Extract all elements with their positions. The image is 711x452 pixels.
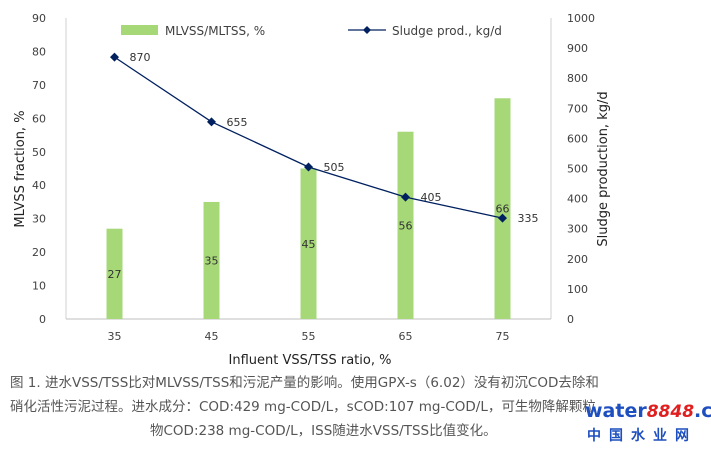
bar-data-label: 45 bbox=[302, 238, 316, 251]
left-tick-label: 10 bbox=[32, 280, 46, 293]
bar-series bbox=[106, 98, 511, 320]
diamond-marker bbox=[498, 213, 507, 223]
caption-line-3: 物COD:238 mg-COD/L，ISS随进水VSS/TSS比值变化。 bbox=[150, 423, 497, 439]
left-tick-label: 70 bbox=[32, 79, 46, 92]
right-tick-label: 700 bbox=[567, 102, 588, 115]
watermark-brand-number: 8848 bbox=[646, 402, 695, 422]
right-axis-ticks: 0 100 200 300 400 500 600 700 800 900 1000 bbox=[567, 12, 595, 326]
left-tick-label: 20 bbox=[32, 246, 46, 259]
bar bbox=[300, 168, 317, 319]
left-tick-label: 30 bbox=[32, 213, 46, 226]
line-data-labels: 870 655 505 405 335 bbox=[130, 51, 539, 225]
left-tick-label: 40 bbox=[32, 179, 46, 192]
x-tick-label: 35 bbox=[108, 330, 122, 343]
x-tick-label: 55 bbox=[302, 330, 316, 343]
line-data-label: 335 bbox=[518, 212, 539, 225]
bar-data-label: 35 bbox=[205, 254, 219, 267]
left-axis-title: MLVSS fraction, % bbox=[13, 110, 28, 227]
bar bbox=[494, 98, 511, 320]
x-tick-label: 75 bbox=[496, 330, 510, 343]
right-tick-label: 600 bbox=[567, 132, 588, 145]
left-tick-label: 90 bbox=[32, 12, 46, 25]
left-tick-label: 80 bbox=[32, 45, 46, 58]
legend-bar-label: MLVSS/MLTSS, % bbox=[165, 24, 265, 38]
watermark-brand-suffix: .com bbox=[694, 400, 711, 422]
left-axis-ticks: 0 10 20 30 40 50 60 70 80 90 bbox=[32, 12, 46, 326]
line-data-label: 655 bbox=[227, 116, 248, 129]
right-tick-label: 100 bbox=[567, 283, 588, 296]
bar-data-labels: 27 35 45 56 66 bbox=[108, 203, 510, 281]
caption-line-1: 图 1. 进水VSS/TSS比对MLVSS/TSS和污泥产量的影响。使用GPX-… bbox=[10, 375, 599, 391]
bar-data-label: 66 bbox=[496, 203, 510, 216]
line-series bbox=[110, 52, 507, 223]
bar bbox=[397, 131, 414, 319]
diamond-marker bbox=[401, 192, 410, 202]
right-axis-title: Sludge production, kg/d bbox=[596, 91, 611, 246]
x-axis-ticks: 35 45 55 65 75 bbox=[108, 330, 510, 343]
line-data-label: 505 bbox=[324, 161, 345, 174]
legend-bar-swatch bbox=[121, 25, 158, 35]
watermark-subtitle: 中国水业网 bbox=[587, 428, 697, 444]
left-tick-label: 50 bbox=[32, 146, 46, 159]
right-tick-label: 500 bbox=[567, 163, 588, 176]
caption-line-2: 硝化活性污泥过程。进水成分：COD:429 mg-COD/L，sCOD:107 … bbox=[10, 399, 596, 415]
diamond-marker bbox=[207, 117, 216, 127]
watermark-brand: water8848.com bbox=[585, 400, 711, 422]
bar bbox=[203, 201, 220, 319]
right-tick-label: 800 bbox=[567, 72, 588, 85]
x-axis-title: Influent VSS/TSS ratio, % bbox=[229, 353, 392, 368]
x-tick-label: 45 bbox=[205, 330, 219, 343]
line-data-label: 405 bbox=[421, 191, 442, 204]
diamond-marker bbox=[110, 52, 119, 62]
figure-caption: 图 1. 进水VSS/TSS比对MLVSS/TSS和污泥产量的影响。使用GPX-… bbox=[10, 371, 702, 443]
bar-data-label: 56 bbox=[399, 219, 413, 232]
right-tick-label: 0 bbox=[567, 313, 574, 326]
right-tick-label: 200 bbox=[567, 253, 588, 266]
right-tick-label: 400 bbox=[567, 193, 588, 206]
legend-diamond-marker bbox=[363, 26, 371, 34]
legend: MLVSS/MLTSS, % Sludge prod., kg/d bbox=[121, 24, 502, 38]
right-tick-label: 1000 bbox=[567, 12, 595, 25]
left-tick-label: 0 bbox=[39, 313, 46, 326]
right-tick-label: 900 bbox=[567, 42, 588, 55]
watermark-brand-prefix: water bbox=[585, 400, 647, 422]
legend-line-label: Sludge prod., kg/d bbox=[392, 24, 502, 38]
bar-data-label: 27 bbox=[108, 268, 122, 281]
line-data-label: 870 bbox=[130, 51, 151, 64]
watermark-logo: water8848.com 中国水业网 bbox=[585, 400, 711, 450]
combo-chart: 27 35 45 56 66 870 655 505 405 335 0 10 20 30 40 50 60… bbox=[13, 12, 611, 368]
x-tick-label: 65 bbox=[399, 330, 413, 343]
left-tick-label: 60 bbox=[32, 112, 46, 125]
right-tick-label: 300 bbox=[567, 223, 588, 236]
bar bbox=[106, 228, 123, 319]
diamond-marker bbox=[304, 162, 313, 172]
